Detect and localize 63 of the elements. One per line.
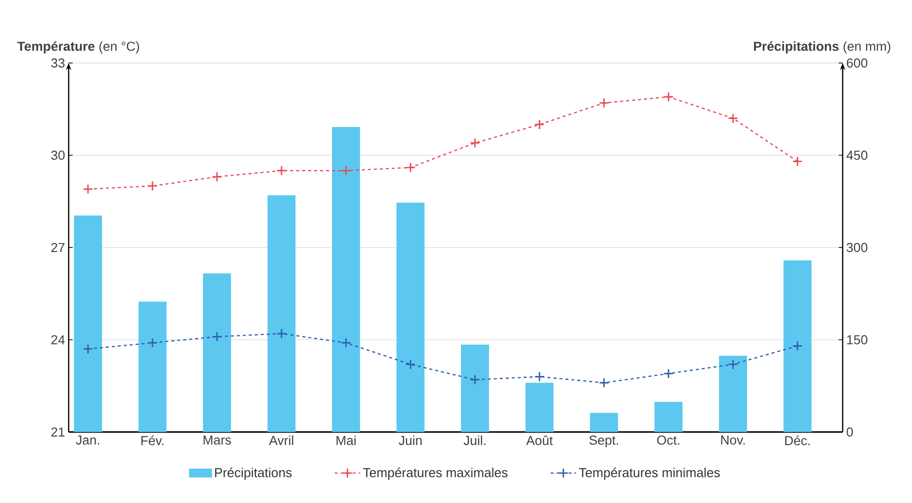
- y-tick-label: 33: [51, 58, 65, 68]
- x-tick-label: Mars: [204, 436, 231, 445]
- point: [792, 340, 803, 352]
- point: [147, 180, 158, 192]
- y-tick-label: 21: [51, 427, 64, 437]
- x-tick-label: Oct.: [657, 436, 680, 445]
- point: [598, 98, 610, 108]
- x-tick-label: Nov.: [721, 436, 745, 445]
- bar: [74, 216, 102, 432]
- point: [276, 328, 287, 339]
- y2-tick-label: 600: [846, 58, 868, 68]
- point: [598, 378, 610, 388]
- point: [728, 113, 738, 124]
- y-axis-title: Température (en °C): [17, 41, 140, 54]
- point: [728, 359, 738, 370]
- x-tick-label: Jan.: [76, 436, 100, 445]
- point: [405, 162, 416, 173]
- point: [534, 371, 545, 382]
- point: [405, 359, 416, 370]
- bar: [138, 302, 166, 432]
- legend-label: Températures minimales: [579, 468, 720, 480]
- point: [534, 119, 545, 130]
- point: [82, 184, 94, 194]
- y2-tick-label: 300: [846, 242, 868, 252]
- point: [470, 374, 480, 385]
- point: [663, 368, 674, 379]
- x-tick-label: Juil.: [464, 436, 486, 446]
- legend-label: Températures maximales: [363, 468, 508, 480]
- bar: [203, 273, 232, 432]
- bar: [396, 202, 425, 432]
- point: [276, 165, 287, 176]
- bar: [654, 402, 683, 432]
- bar: [332, 126, 360, 432]
- legend-label: Précipitations: [215, 468, 292, 480]
- y-tick-label: 27: [51, 242, 64, 252]
- y2-tick-label: 450: [846, 150, 868, 160]
- point: [340, 338, 352, 348]
- bar: [268, 195, 296, 432]
- x-tick-label: Avril: [269, 436, 294, 445]
- point: [340, 165, 352, 176]
- y2-axis-title: Précipitations (en mm): [754, 41, 890, 54]
- x-tick-label: Août: [526, 436, 553, 446]
- point: [470, 138, 480, 148]
- point: [663, 92, 674, 102]
- bar: [526, 382, 554, 432]
- y-tick-label: 24: [51, 335, 65, 344]
- x-tick-label: Fév.: [141, 436, 164, 446]
- point: [212, 331, 222, 342]
- y2-tick-label: 0: [846, 427, 853, 437]
- bar: [719, 356, 748, 432]
- x-tick-label: Sept.: [589, 436, 618, 448]
- bar: [461, 344, 490, 432]
- x-tick-label: Déc.: [785, 436, 810, 446]
- point: [147, 338, 158, 348]
- point: [82, 344, 94, 354]
- bar: [784, 260, 812, 432]
- x-tick-label: Mai: [336, 436, 356, 446]
- x-tick-label: Juin: [398, 436, 422, 446]
- bar: [590, 412, 618, 432]
- point: [212, 172, 222, 182]
- y-tick-label: 30: [51, 150, 65, 160]
- y2-tick-label: 150: [847, 335, 868, 344]
- point: [792, 156, 803, 167]
